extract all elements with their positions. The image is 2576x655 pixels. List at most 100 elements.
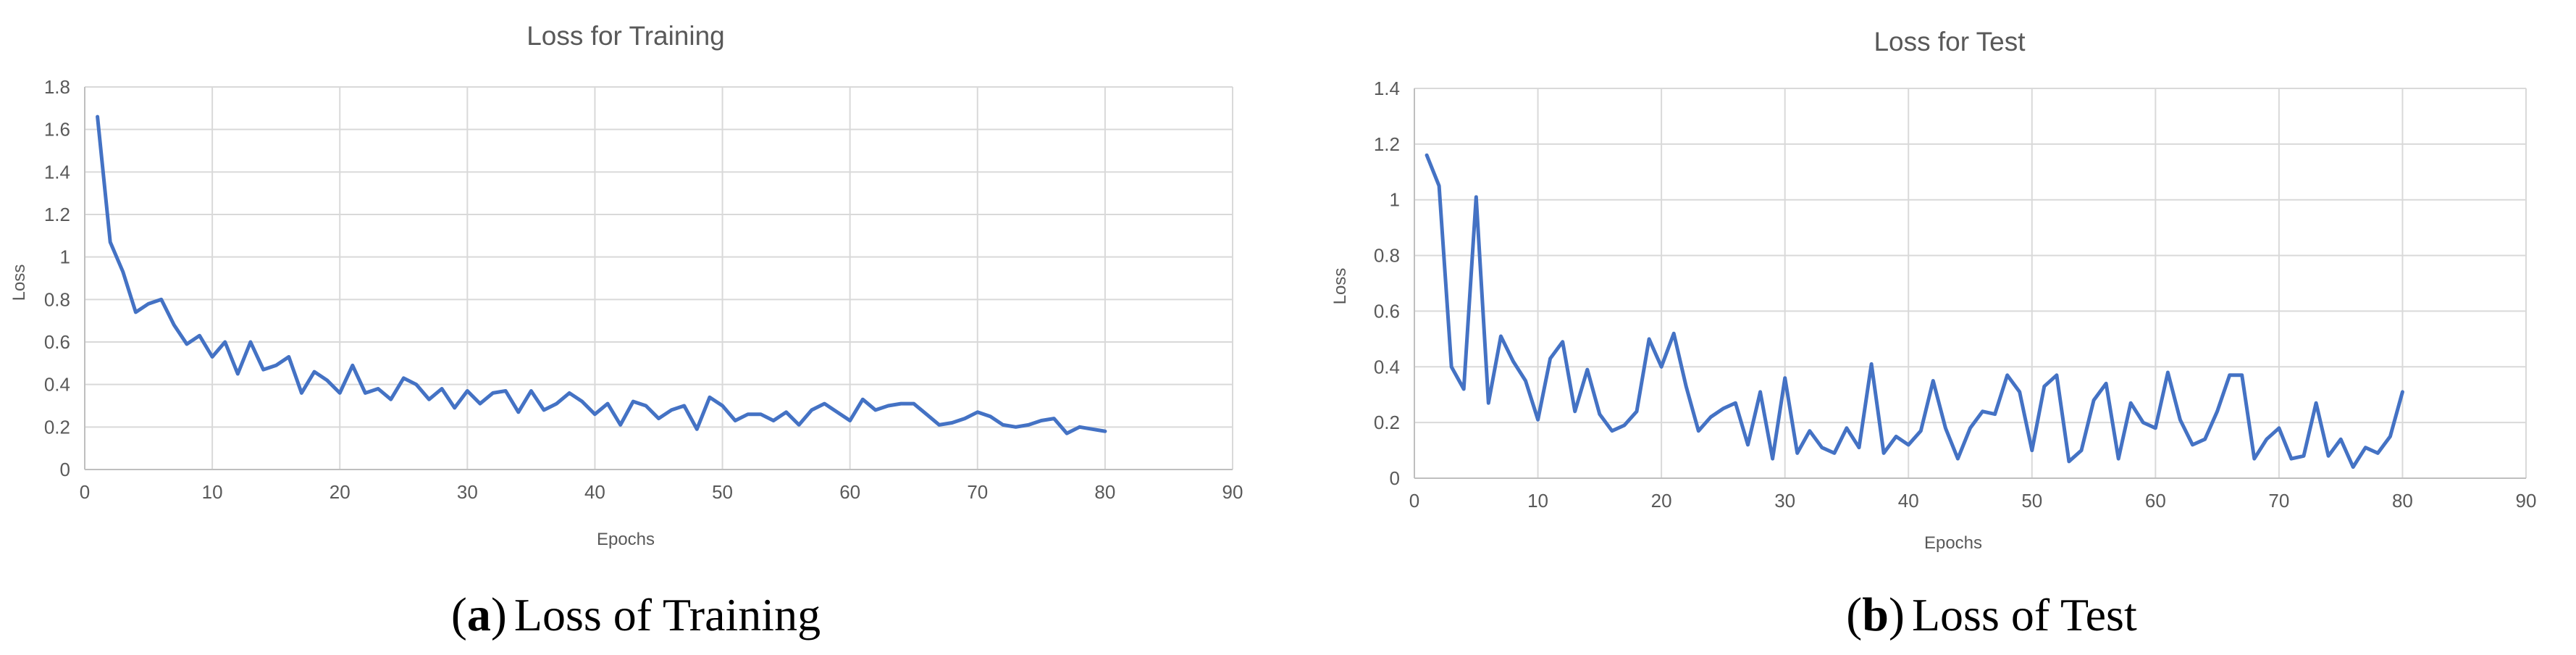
data-point [274,363,278,367]
data-point [2215,409,2220,414]
data-point [2191,443,2195,447]
data-point [1943,426,1947,430]
data-point [657,417,661,421]
data-point [1449,364,1453,369]
caption-label: a [467,588,491,641]
y-tick-label: 1 [1390,189,1400,211]
x-tick-label: 50 [712,481,733,503]
data-point [401,376,406,380]
data-point [2302,454,2306,458]
data-point [784,410,789,414]
data-point [1783,376,1787,380]
data-point [2141,420,2145,425]
data-point [1647,337,1651,341]
data-point [1981,409,1985,414]
data-point [2338,437,2343,441]
data-point [555,401,559,406]
data-point [96,114,100,119]
data-point [2265,437,2269,441]
data-point [1795,451,1800,455]
data-point [631,399,635,404]
data-point [669,408,674,412]
data-point [1918,429,1923,433]
figure-caption: (b) Loss of Test [1846,588,2137,641]
data-point [2400,390,2404,394]
y-tick-label: 1.2 [44,204,70,225]
data-point [2165,370,2170,375]
data-point [1955,456,1960,461]
x-tick-label: 10 [1527,490,1548,512]
data-point [924,412,928,417]
data-point [1078,425,1082,429]
data-point [886,404,891,408]
x-tick-label: 90 [1222,481,1243,503]
data-point [708,395,712,399]
data-point [618,422,623,427]
x-tick-label: 90 [2516,490,2537,512]
data-point [1425,153,1429,157]
data-point [2363,446,2367,450]
data-point [860,397,865,401]
data-point [1869,362,1874,366]
y-tick-label: 0.8 [44,288,70,310]
data-point [389,397,393,401]
data-point [1437,184,1441,188]
data-point [937,422,941,427]
x-tick-label: 30 [1774,490,1795,512]
test-loss-figure: Loss for Test 0 0.2 0.4 0.6 0.8 1 1.2 1.4 0 10 20 3… [1330,27,2537,641]
data-point [2252,456,2257,461]
x-tick-label: 10 [202,481,223,503]
chart-title: Loss for Test [1874,27,2026,57]
data-point [1561,340,1565,344]
data-point [1524,379,1528,383]
data-point [1968,426,1973,430]
data-point [465,389,469,393]
x-tick-label: 0 [1409,490,1419,512]
y-tick-label: 0.4 [44,374,70,396]
y-tick-label: 1.6 [44,119,70,141]
x-tick-label: 70 [967,481,988,503]
data-point [682,404,687,408]
data-point [1103,429,1107,433]
data-point [2314,401,2318,405]
data-point [1014,425,1018,429]
data-point [2153,426,2157,430]
data-point [721,404,725,408]
y-tick-label: 1.8 [44,76,70,98]
data-point [695,427,699,431]
x-tick-label: 80 [1094,481,1115,503]
data-point [1052,417,1056,421]
x-tick-label: 20 [1651,490,1672,512]
y-tick-label: 0.2 [44,416,70,438]
data-point [1881,451,1886,455]
data-point [1090,427,1094,431]
data-point [478,401,482,406]
data-point [810,408,814,412]
data-point [2018,390,2022,394]
x-tick-label: 0 [80,481,90,503]
data-point [133,310,138,314]
x-axis-title: Epochs [597,530,655,549]
data-point [491,391,495,395]
data-point [2067,459,2071,464]
data-point [1721,406,1725,411]
data-point [1039,419,1044,423]
x-tick-label: 80 [2392,490,2413,512]
data-point [2030,449,2034,453]
data-point [592,412,597,417]
data-point [567,391,571,395]
data-point [261,367,266,372]
data-point [1931,379,1935,383]
data-point [1771,456,1775,461]
data-point [1548,356,1553,361]
training-loss-figure: Loss for Training 0 0.2 0.4 0.6 0.8 1 1.2 1.4 1.… [9,21,1243,641]
data-point [1845,426,1849,430]
data-point [797,422,801,427]
y-tick-label: 0.6 [44,331,70,353]
y-tick-label: 0.4 [1374,356,1400,377]
data-point [962,417,967,421]
y-tick-label: 1.4 [44,161,70,183]
data-point [312,370,316,374]
data-point [2005,373,2010,377]
data-point [1708,415,1713,420]
